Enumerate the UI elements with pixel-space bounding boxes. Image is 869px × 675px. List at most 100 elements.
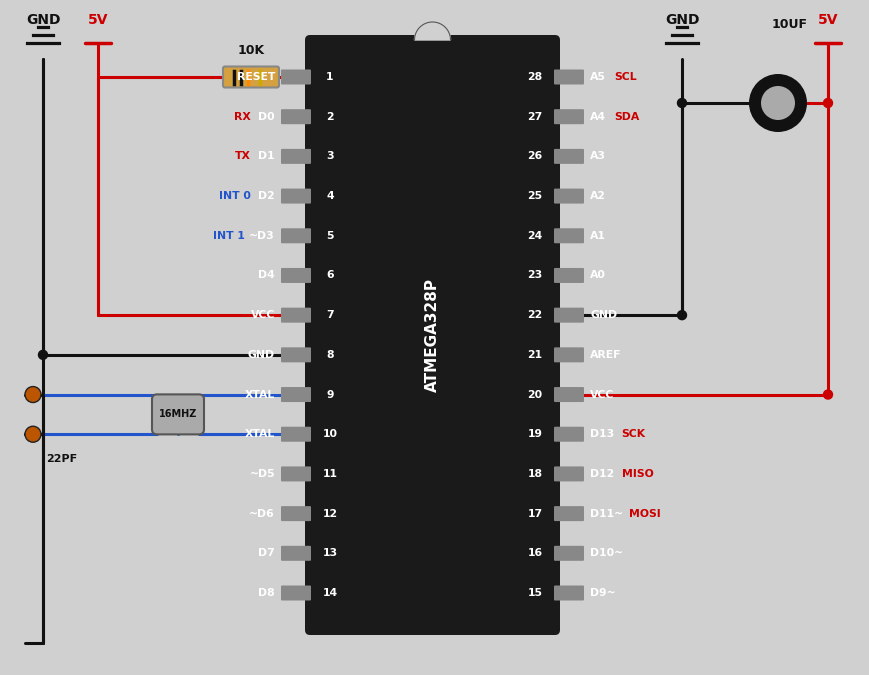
FancyBboxPatch shape [554, 427, 584, 441]
Text: 20: 20 [527, 389, 542, 400]
Text: A0: A0 [590, 271, 606, 280]
Text: D7: D7 [258, 548, 275, 558]
Text: 5V: 5V [88, 13, 109, 27]
Text: 6: 6 [326, 271, 334, 280]
Text: 16: 16 [527, 548, 542, 558]
Text: 13: 13 [322, 548, 337, 558]
Text: 21: 21 [527, 350, 542, 360]
FancyBboxPatch shape [554, 466, 584, 481]
FancyBboxPatch shape [554, 546, 584, 561]
FancyBboxPatch shape [554, 268, 584, 283]
Text: 22PF: 22PF [46, 454, 77, 464]
FancyBboxPatch shape [554, 70, 584, 84]
Text: INT 0: INT 0 [219, 191, 250, 201]
Text: 5: 5 [326, 231, 334, 241]
Text: D8: D8 [258, 588, 275, 598]
Text: VCC: VCC [250, 310, 275, 320]
FancyBboxPatch shape [281, 308, 311, 323]
Text: A4: A4 [590, 111, 606, 121]
FancyBboxPatch shape [554, 308, 584, 323]
Circle shape [678, 99, 687, 107]
Circle shape [25, 426, 41, 442]
Text: 15: 15 [527, 588, 542, 598]
FancyBboxPatch shape [305, 35, 560, 635]
Text: ATMEGA328P: ATMEGA328P [425, 278, 440, 392]
Text: 4: 4 [326, 191, 334, 201]
Text: 10K: 10K [237, 44, 264, 57]
Text: SCL: SCL [614, 72, 637, 82]
FancyBboxPatch shape [281, 268, 311, 283]
FancyBboxPatch shape [554, 109, 584, 124]
Text: 12: 12 [322, 509, 337, 518]
Text: 18: 18 [527, 469, 542, 479]
Text: 7: 7 [326, 310, 334, 320]
Text: VCC: VCC [590, 389, 614, 400]
Text: MISO: MISO [621, 469, 653, 479]
FancyBboxPatch shape [554, 348, 584, 362]
Text: 16MHZ: 16MHZ [159, 409, 197, 419]
Text: 17: 17 [527, 509, 542, 518]
Text: 27: 27 [527, 111, 542, 121]
Text: GND: GND [590, 310, 617, 320]
Circle shape [749, 74, 807, 132]
FancyBboxPatch shape [281, 466, 311, 481]
Text: D2: D2 [258, 191, 275, 201]
Text: 22: 22 [527, 310, 542, 320]
FancyBboxPatch shape [223, 67, 279, 88]
Text: D11~: D11~ [590, 509, 623, 518]
Text: SCK: SCK [621, 429, 646, 439]
Text: XTAL: XTAL [245, 389, 275, 400]
FancyBboxPatch shape [281, 387, 311, 402]
FancyBboxPatch shape [554, 188, 584, 204]
Text: XTAL: XTAL [245, 429, 275, 439]
Circle shape [38, 350, 48, 359]
Circle shape [824, 390, 833, 399]
FancyBboxPatch shape [281, 188, 311, 204]
Text: ~D3: ~D3 [249, 231, 275, 241]
Text: GND: GND [26, 13, 60, 27]
FancyBboxPatch shape [152, 394, 204, 435]
Text: INT 1: INT 1 [213, 231, 244, 241]
Text: D9~: D9~ [590, 588, 615, 598]
Text: ~D6: ~D6 [249, 509, 275, 518]
Circle shape [678, 310, 687, 320]
FancyBboxPatch shape [281, 546, 311, 561]
Text: 24: 24 [527, 231, 542, 241]
Circle shape [25, 387, 41, 402]
Text: 1: 1 [326, 72, 334, 82]
Text: D0: D0 [258, 111, 275, 121]
Text: D1: D1 [258, 151, 275, 161]
Text: D13: D13 [590, 429, 614, 439]
FancyBboxPatch shape [281, 585, 311, 601]
Text: 11: 11 [322, 469, 337, 479]
Text: A1: A1 [590, 231, 606, 241]
Text: 9: 9 [326, 389, 334, 400]
FancyBboxPatch shape [281, 228, 311, 243]
Text: D12: D12 [590, 469, 614, 479]
Text: 23: 23 [527, 271, 542, 280]
FancyBboxPatch shape [554, 228, 584, 243]
Text: A3: A3 [590, 151, 606, 161]
Text: D10~: D10~ [590, 548, 623, 558]
Text: 28: 28 [527, 72, 542, 82]
Text: MOSI: MOSI [629, 509, 660, 518]
Text: 3: 3 [326, 151, 334, 161]
Text: 19: 19 [527, 429, 542, 439]
FancyBboxPatch shape [281, 506, 311, 521]
Text: 8: 8 [326, 350, 334, 360]
Polygon shape [415, 22, 450, 40]
Text: SDA: SDA [614, 111, 640, 121]
FancyBboxPatch shape [281, 348, 311, 362]
Text: TX: TX [235, 151, 250, 161]
FancyBboxPatch shape [554, 149, 584, 164]
FancyBboxPatch shape [281, 109, 311, 124]
Text: 26: 26 [527, 151, 542, 161]
Text: 2: 2 [326, 111, 334, 121]
FancyBboxPatch shape [554, 585, 584, 601]
Text: RESET: RESET [236, 72, 275, 82]
Text: 10UF: 10UF [772, 18, 808, 31]
Text: GND: GND [665, 13, 700, 27]
FancyBboxPatch shape [281, 149, 311, 164]
FancyBboxPatch shape [281, 427, 311, 441]
Text: 10: 10 [322, 429, 337, 439]
